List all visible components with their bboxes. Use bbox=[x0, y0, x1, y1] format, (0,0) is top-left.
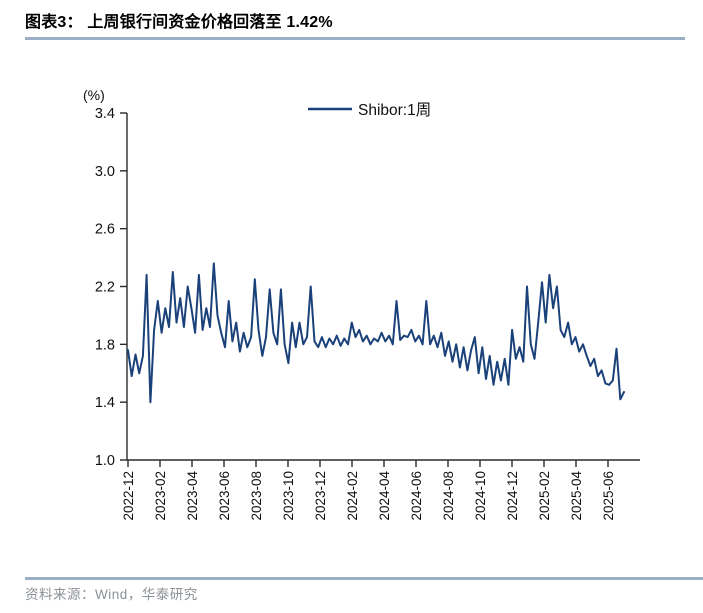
x-axis-tick-label: 2024-10 bbox=[473, 471, 488, 521]
x-axis-tick-label: 2023-04 bbox=[185, 471, 200, 521]
y-axis-tick-label: 1.4 bbox=[95, 395, 115, 411]
x-axis-tick-label: 2023-08 bbox=[249, 471, 264, 521]
x-axis-tick-label: 2023-02 bbox=[153, 471, 168, 521]
shibor-1w-series-line bbox=[127, 262, 625, 404]
footer-divider bbox=[25, 577, 703, 580]
x-axis-tick-label: 2025-02 bbox=[537, 471, 552, 521]
x-axis-tick-label: 2024-02 bbox=[345, 471, 360, 521]
figure-title: 图表3： 上周银行间资金价格回落至 1.42% bbox=[25, 14, 333, 31]
y-axis-tick-label: 2.6 bbox=[95, 222, 115, 238]
x-axis-tick-label: 2024-06 bbox=[409, 471, 424, 521]
x-axis-tick-label: 2024-08 bbox=[441, 471, 456, 521]
x-axis-tick-label: 2022-12 bbox=[121, 471, 136, 521]
y-axis-tick-label: 3.4 bbox=[95, 106, 115, 122]
y-axis-tick-label: 2.2 bbox=[95, 280, 115, 296]
x-axis-tick-label: 2025-04 bbox=[569, 471, 584, 521]
x-axis-tick-label: 2024-12 bbox=[505, 471, 520, 521]
x-axis-tick-label: 2023-06 bbox=[217, 471, 232, 521]
title-underline bbox=[25, 37, 685, 40]
y-axis-unit-label: (%) bbox=[83, 87, 105, 103]
y-axis-tick-label: 3.0 bbox=[95, 164, 115, 180]
y-axis-tick-label: 1.8 bbox=[95, 337, 115, 353]
x-axis-tick-label: 2023-10 bbox=[281, 471, 296, 521]
x-axis-tick-label: 2025-06 bbox=[601, 471, 616, 521]
x-axis-tick-label: 2023-12 bbox=[313, 471, 328, 521]
legend-label: Shibor:1周 bbox=[358, 102, 431, 119]
source-note: 资料来源：Wind，华泰研究 bbox=[25, 587, 198, 602]
x-axis-tick-label: 2024-04 bbox=[377, 471, 392, 521]
y-axis-tick-label: 1.0 bbox=[95, 453, 115, 469]
